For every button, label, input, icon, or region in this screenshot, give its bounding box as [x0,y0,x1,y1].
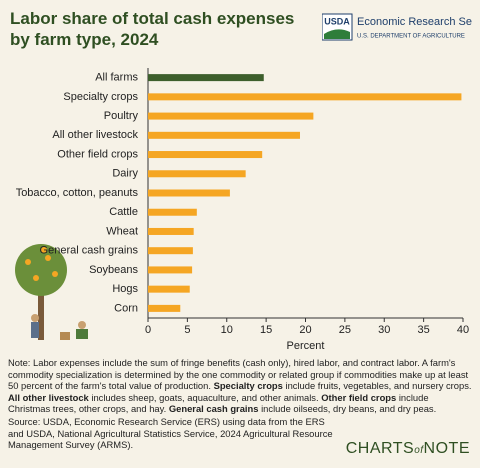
y-tick-label: All other livestock [52,129,138,141]
logo-agency: USDA [324,16,350,26]
x-tick-label: 40 [457,324,469,336]
bar [148,151,263,159]
brand-last: NOTE [423,440,470,457]
bar [148,227,194,235]
x-tick-label: 5 [184,324,190,336]
x-tick-label: 30 [378,324,390,336]
y-tick-label: Poultry [104,110,139,122]
y-tick-label: Wheat [106,225,138,237]
x-tick-label: 0 [145,324,151,336]
chart-title: Labor share of total cash expenses by fa… [10,9,295,49]
bar [148,74,264,82]
logo-service: Economic Research Service [357,16,472,28]
y-tick-label: Specialty crops [63,91,138,103]
bar [148,170,246,178]
bar [148,112,314,120]
logo: USDA Economic Research Service U.S. DEPA… [322,13,472,41]
note-text: include fruits, vegetables, and nursery … [282,380,472,392]
y-tick-label: Dairy [112,168,138,180]
y-tick-label: Corn [114,302,138,314]
bar [148,285,190,293]
x-tick-label: 10 [221,324,233,336]
bar [148,247,193,255]
x-tick-label: 35 [418,324,430,336]
note-text: General cash grains [168,403,259,415]
note-text: Specialty crops [213,380,283,392]
brand-first: CHARTS [345,440,415,457]
bar [148,208,197,216]
y-tick-label: Hogs [112,283,138,295]
y-tick-label: Cattle [109,206,138,218]
x-axis-label: Percent [287,340,325,352]
note-text: All other livestock [8,391,89,403]
note-text: include oilseeds, dry beans, and dry pea… [258,403,437,415]
y-tick-label: Soybeans [89,264,138,276]
logo-department: U.S. DEPARTMENT OF AGRICULTURE [357,34,465,40]
y-tick-label: General cash grains [40,245,139,257]
brand: CHARTSofNOTE [346,440,470,458]
y-tick-label: Other field crops [57,148,138,160]
illustration [15,244,88,340]
x-tick-label: 25 [339,324,351,336]
x-tick-label: 20 [299,324,311,336]
brand-middle: of [414,445,424,456]
source: Source: USDA, Economic Research Service … [8,416,333,451]
x-tick-label: 15 [260,324,272,336]
note-text: Other field crops [321,391,397,403]
bar [148,131,300,139]
note-text: Note: Labor expenses include the sum of … [8,357,469,392]
note: Note: Labor expenses include the sum of … [8,357,472,415]
bar [148,189,230,197]
note-text: includes sheep, goats, aquaculture, and … [88,391,322,403]
note-text: include Christmas trees, other crops, an… [8,391,429,415]
bar [148,93,462,101]
bar [148,304,181,312]
y-tick-label: Tobacco, cotton, peanuts [16,187,139,199]
y-tick-label: All farms [95,72,138,84]
bar [148,266,193,274]
